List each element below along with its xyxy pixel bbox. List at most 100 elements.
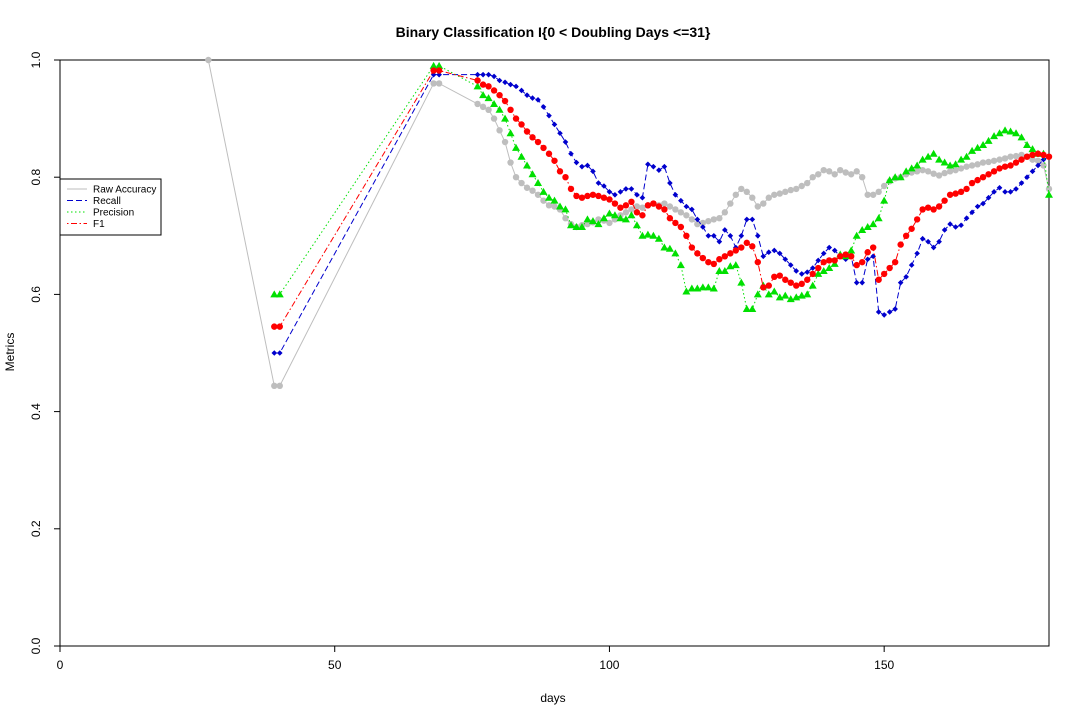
data-point	[584, 192, 591, 200]
data-point	[754, 203, 761, 210]
data-point	[952, 166, 959, 174]
data-point	[665, 244, 674, 252]
data-point	[628, 186, 635, 192]
data-point	[485, 106, 492, 114]
data-point	[749, 216, 756, 223]
data-point	[661, 163, 668, 170]
data-point	[957, 165, 965, 172]
plot-frame	[59, 59, 1050, 647]
data-point	[672, 219, 679, 227]
data-point	[205, 56, 212, 64]
data-point	[694, 220, 701, 228]
data-point	[676, 261, 685, 269]
data-point	[506, 129, 515, 137]
data-point	[968, 179, 976, 187]
data-point	[886, 264, 893, 272]
data-point	[518, 179, 525, 187]
data-point	[1029, 156, 1036, 163]
data-point	[539, 187, 548, 195]
data-point	[566, 221, 575, 229]
data-point	[638, 231, 647, 239]
data-point	[837, 253, 844, 260]
data-point	[858, 258, 866, 266]
data-point	[276, 323, 283, 330]
data-point	[1006, 127, 1015, 135]
data-point	[517, 152, 526, 160]
data-point	[688, 216, 696, 223]
data-point	[699, 219, 707, 227]
data-point	[523, 184, 531, 191]
data-point	[958, 222, 964, 229]
data-point	[550, 196, 559, 204]
data-point	[490, 87, 498, 94]
data-point	[551, 203, 558, 210]
data-point	[1028, 145, 1037, 153]
x-tick-label: 150	[874, 658, 894, 672]
chart-title: Binary Classification I{0 < Doubling Day…	[396, 24, 711, 40]
data-point	[819, 266, 828, 274]
data-point	[919, 206, 926, 213]
data-point	[891, 258, 899, 266]
legend-label: Recall	[93, 196, 121, 207]
data-point	[671, 249, 680, 257]
data-point	[529, 95, 536, 101]
data-point	[864, 256, 871, 263]
legend-label: F1	[93, 219, 105, 230]
data-point	[738, 233, 745, 239]
y-tick-label: 0.8	[29, 169, 43, 186]
data-point	[847, 246, 856, 254]
data-point	[985, 194, 992, 201]
data-point	[732, 247, 740, 254]
data-point	[930, 170, 937, 177]
data-point	[897, 279, 904, 286]
data-point	[573, 192, 580, 200]
x-tick-label: 0	[57, 658, 64, 672]
data-point	[765, 249, 772, 256]
data-point	[276, 382, 283, 390]
data-point	[797, 291, 806, 299]
data-point	[913, 216, 921, 223]
data-point	[474, 77, 481, 84]
data-point	[271, 382, 278, 390]
data-point	[881, 312, 887, 318]
data-point	[968, 162, 976, 169]
data-point	[738, 185, 745, 193]
data-point	[623, 186, 629, 192]
data-point	[737, 278, 746, 286]
data-point	[617, 204, 624, 211]
data-point	[606, 219, 613, 227]
data-point	[610, 211, 619, 219]
data-point	[540, 197, 547, 204]
data-point	[908, 262, 915, 268]
data-point	[792, 293, 801, 301]
data-point	[590, 168, 596, 175]
data-point	[716, 238, 723, 245]
legend-label: Raw Accuracy	[93, 185, 156, 196]
data-point	[716, 215, 723, 222]
data-point	[605, 209, 614, 217]
data-point	[672, 206, 679, 213]
data-point	[435, 80, 443, 87]
data-point	[1001, 126, 1010, 134]
data-point	[1012, 159, 1020, 166]
data-point	[815, 171, 822, 178]
data-point	[1040, 156, 1047, 163]
data-point	[858, 174, 866, 181]
data-point	[935, 203, 943, 210]
data-point	[875, 188, 882, 196]
data-point	[579, 163, 585, 170]
data-point	[540, 144, 547, 152]
data-point	[495, 105, 504, 113]
data-point	[924, 152, 933, 160]
data-point	[270, 290, 279, 298]
data-point	[688, 244, 696, 251]
data-point	[589, 191, 597, 198]
data-point	[804, 179, 811, 187]
data-point	[479, 81, 487, 88]
data-point	[1018, 156, 1025, 163]
data-point	[716, 256, 723, 263]
x-tick-label: 50	[328, 658, 342, 672]
